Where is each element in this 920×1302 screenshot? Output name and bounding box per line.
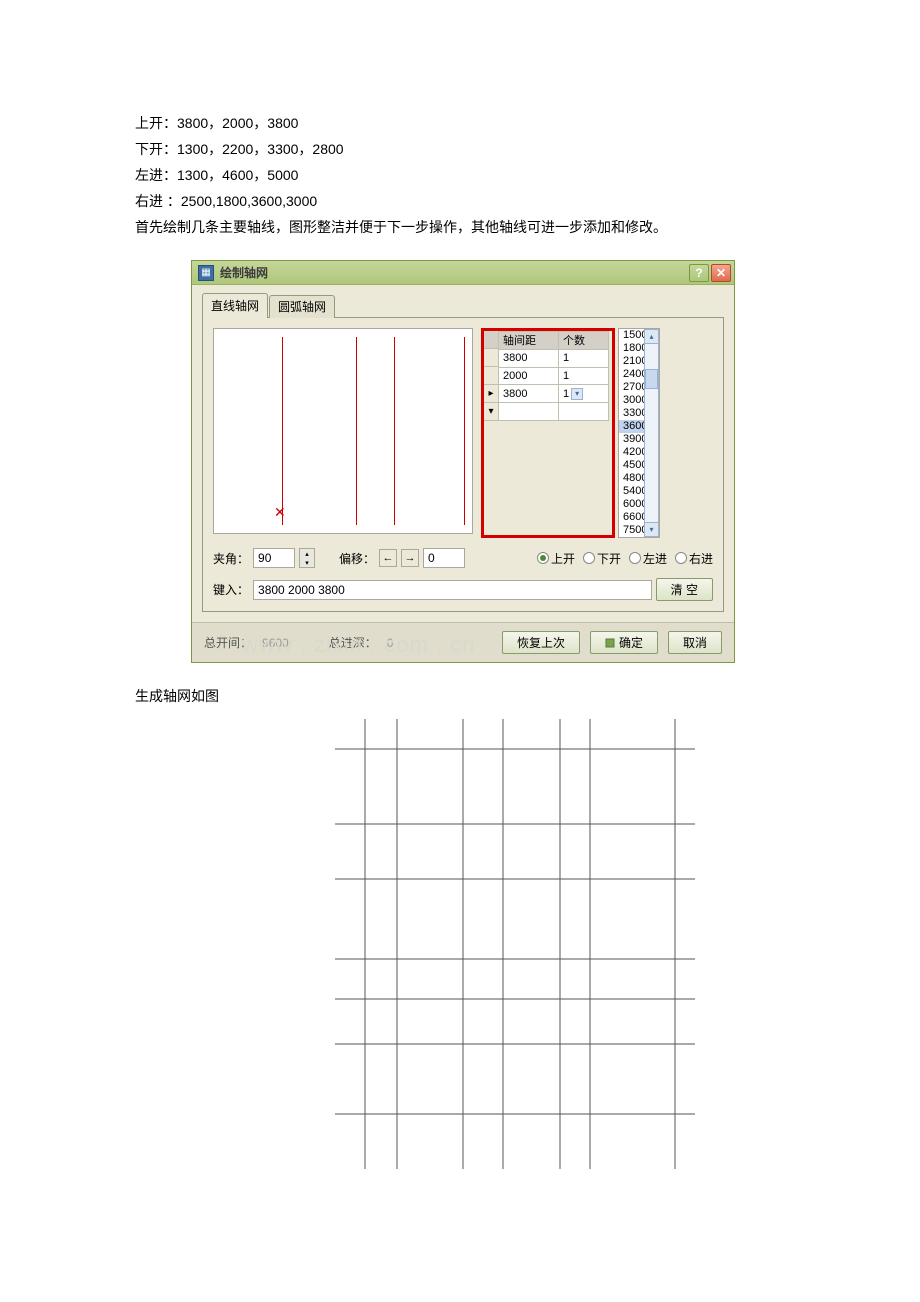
radio-icon xyxy=(675,552,687,564)
count-dropdown-icon[interactable]: ▾ xyxy=(571,388,583,400)
scroll-up-icon[interactable]: ▴ xyxy=(644,329,659,344)
offset-label: 偏移： xyxy=(339,550,375,567)
preset-item[interactable]: 3000 xyxy=(619,394,644,407)
offset-left-button[interactable]: ← xyxy=(379,549,397,567)
close-button[interactable]: ✕ xyxy=(711,264,731,282)
intro-line-5: 首先绘制几条主要轴线，图形整洁并便于下一步操作，其他轴线可进一步添加和修改。 xyxy=(135,214,785,240)
preset-item[interactable]: 3900 xyxy=(619,433,644,446)
preset-item[interactable]: 3600 xyxy=(619,420,644,433)
axis-table[interactable]: 轴间距 个数 3800 1 2000 xyxy=(498,331,609,421)
offset-input[interactable] xyxy=(423,548,465,568)
preset-item[interactable]: 8000 xyxy=(619,537,644,538)
type-input[interactable] xyxy=(253,580,652,600)
tab-arc[interactable]: 圆弧轴网 xyxy=(269,295,335,318)
app-icon: ▦ xyxy=(198,265,214,281)
preset-item[interactable]: 4800 xyxy=(619,472,644,485)
preset-item[interactable]: 3300 xyxy=(619,407,644,420)
tab-content: ✕ ▸ ▾ xyxy=(202,317,724,612)
row-marker[interactable] xyxy=(484,349,498,367)
radio-top-open[interactable]: 上开 xyxy=(537,550,575,567)
cancel-button[interactable]: 取消 xyxy=(668,631,722,654)
angle-input[interactable] xyxy=(253,548,295,568)
tab-linear[interactable]: 直线轴网 xyxy=(202,293,268,318)
clear-button[interactable]: 清 空 xyxy=(656,578,713,601)
row-marker-add[interactable]: ▾ xyxy=(484,403,498,421)
type-label: 键入： xyxy=(213,581,249,598)
titlebar[interactable]: ▦ 绘制轴网 ? ✕ xyxy=(192,261,734,285)
total-open-value: 9600 xyxy=(262,636,289,650)
dialog-title: 绘制轴网 xyxy=(220,264,689,281)
ok-icon xyxy=(605,638,615,648)
intro-line-1: 上开：3800，2000，3800 xyxy=(135,110,785,136)
table-row: 2000 1 xyxy=(499,367,609,385)
table-highlight: ▸ ▾ 轴间距 个数 38 xyxy=(481,328,615,538)
origin-marker: ✕ xyxy=(274,504,286,521)
preset-item[interactable]: 2400 xyxy=(619,368,644,381)
intro-line-2: 下开：1300，2200，3300，2800 xyxy=(135,136,785,162)
scroll-down-icon[interactable]: ▾ xyxy=(644,522,659,537)
angle-spin-down[interactable]: ▾ xyxy=(300,558,314,567)
col-count[interactable]: 个数 xyxy=(559,332,609,350)
radio-left-depth[interactable]: 左进 xyxy=(629,550,667,567)
table-row: 3800 1 xyxy=(499,349,609,367)
table-row: 3800 1 ▾ xyxy=(499,385,609,403)
radio-bottom-open[interactable]: 下开 xyxy=(583,550,621,567)
scroll-thumb[interactable] xyxy=(645,369,658,389)
total-depth-label: 总进深： xyxy=(329,634,377,651)
help-button[interactable]: ? xyxy=(689,264,709,282)
preset-item[interactable]: 4500 xyxy=(619,459,644,472)
radio-right-depth[interactable]: 右进 xyxy=(675,550,713,567)
preset-item[interactable]: 4200 xyxy=(619,446,644,459)
radio-icon xyxy=(537,552,549,564)
total-depth-value: 0 xyxy=(387,636,394,650)
offset-right-button[interactable]: → xyxy=(401,549,419,567)
total-open-label: 总开间： xyxy=(204,634,252,651)
preset-item[interactable]: 2100 xyxy=(619,355,644,368)
row-marker-current[interactable]: ▸ xyxy=(484,385,498,403)
row-marker[interactable] xyxy=(484,367,498,385)
preset-item[interactable]: 6000 xyxy=(619,498,644,511)
grid-dialog: ▦ 绘制轴网 ? ✕ 直线轴网 圆弧轴网 xyxy=(191,260,735,663)
col-distance[interactable]: 轴间距 xyxy=(499,332,559,350)
row-marker-header xyxy=(484,331,498,349)
table-row-empty xyxy=(499,403,609,421)
intro-line-4: 右进 ：2500,1800,3600,3000 xyxy=(135,188,785,214)
ok-button[interactable]: 确定 xyxy=(590,631,658,654)
radio-icon xyxy=(583,552,595,564)
angle-spin-up[interactable]: ▴ xyxy=(300,549,314,558)
preset-item[interactable]: 1800 xyxy=(619,342,644,355)
preset-item[interactable]: 5400 xyxy=(619,485,644,498)
angle-label: 夹角： xyxy=(213,550,249,567)
radio-icon xyxy=(629,552,641,564)
intro-line-3: 左进：1300，4600，5000 xyxy=(135,162,785,188)
preset-item[interactable]: 6600 xyxy=(619,511,644,524)
preset-item[interactable]: 1500 xyxy=(619,329,644,342)
grid-result-diagram xyxy=(245,719,785,1172)
preset-item[interactable]: 7500 xyxy=(619,524,644,537)
below-caption: 生成轴网如图 xyxy=(135,683,785,709)
preview-canvas: ✕ xyxy=(213,328,473,534)
preset-list[interactable]: ▴ ▾ 1500 1800 2100 2400 2700 xyxy=(618,328,660,538)
restore-button[interactable]: 恢复上次 xyxy=(502,631,580,654)
preset-item[interactable]: 2700 xyxy=(619,381,644,394)
